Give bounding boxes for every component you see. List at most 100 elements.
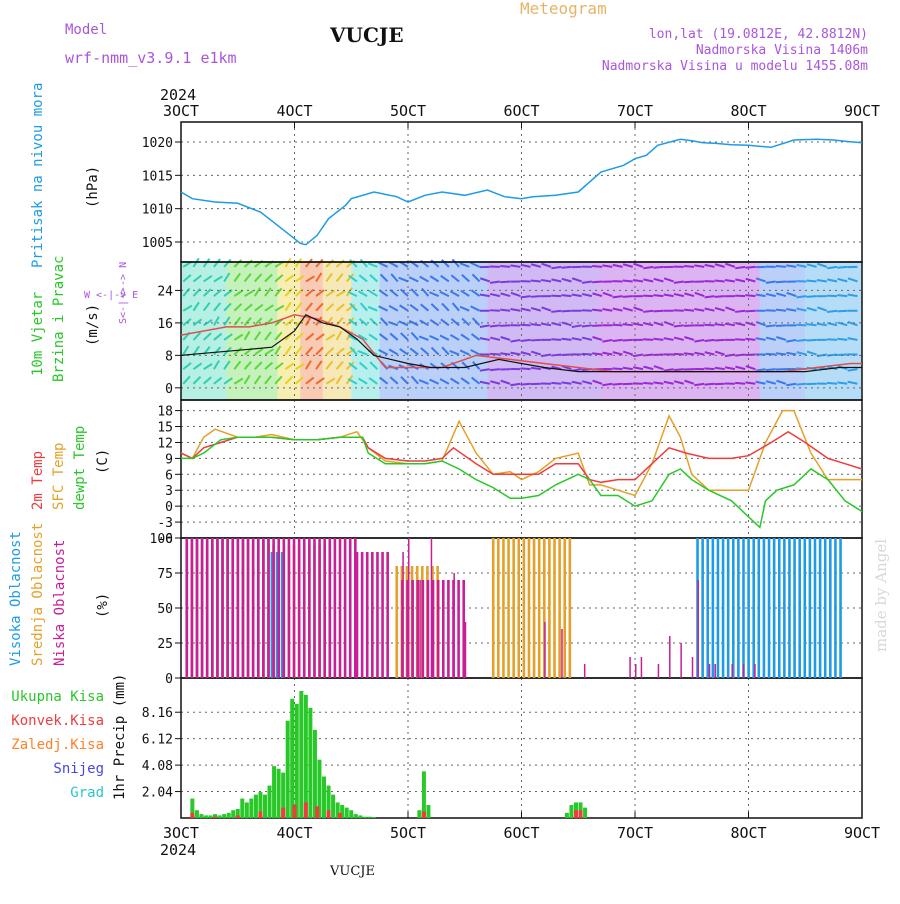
cloud-bar-high (737, 538, 740, 678)
model-label: Model (65, 22, 107, 38)
x-tick-label-bottom: 7OCT (617, 824, 653, 842)
cloud-bar-low (298, 538, 301, 678)
cloud-bar-mid (553, 538, 556, 678)
cloud-bar-low (257, 538, 260, 678)
cloud-bar-high (834, 538, 837, 678)
cloud-bar-high (773, 538, 776, 678)
cloud-bar-low (283, 538, 286, 678)
cloud-bar-low (361, 552, 364, 678)
cloud-bar-low (262, 538, 265, 678)
wind-arrow (551, 311, 561, 312)
y-tick-label: 18 (157, 405, 173, 420)
x-tick-label-top: 6OCT (503, 102, 539, 120)
cloud-bar-low (191, 538, 194, 678)
wind-arrow (796, 325, 806, 326)
wind-arrow (837, 267, 847, 268)
wind-arrow (715, 368, 725, 369)
y-tick-label: 4.08 (142, 759, 173, 774)
wind-arrow (766, 281, 776, 282)
precip-legend-snow: Snijeg (53, 761, 104, 777)
cloud-bar-low (416, 580, 419, 678)
cloud-bar-high (824, 538, 827, 678)
precip-bar-total (268, 786, 272, 818)
wind-arrow (500, 353, 510, 354)
wind-arrow (531, 368, 541, 369)
wind-arrow (562, 382, 572, 383)
series-sfc (181, 411, 862, 496)
wind-arrow (653, 311, 663, 312)
cloud-bar-low (422, 580, 425, 678)
precip-bar-total (263, 795, 267, 818)
precip-bar-total (322, 777, 326, 818)
cloud-bar-low (231, 538, 234, 678)
precip-bar-total (345, 808, 349, 818)
x-tick-label-bottom: 4OCT (276, 824, 312, 842)
lonlat-text: lon,lat (19.0812E, 42.8812N) (649, 27, 868, 42)
temp-units: (C) (95, 449, 111, 474)
cloud-spike (680, 643, 682, 678)
cloud-bar-mid (517, 538, 520, 678)
precip-bar-total (372, 817, 376, 818)
temp-title-b: SFC Temp (51, 443, 67, 510)
wind-arrow (623, 368, 633, 369)
y-tick-label: 1010 (142, 203, 173, 218)
wind-arrow (827, 311, 837, 312)
cloud-bar-low (242, 538, 245, 678)
x-tick-label-bottom: 3OCT (163, 824, 199, 842)
precip-bar-total (290, 699, 294, 818)
wind-arrow (705, 340, 715, 341)
cloud-bar-high (758, 538, 761, 678)
wind-units: (m/s) (85, 304, 101, 346)
precip-bar-total (308, 708, 312, 818)
y-tick-label: -3 (157, 516, 173, 531)
cloud-bar-high (727, 538, 730, 678)
wind-arrow (531, 324, 541, 325)
cloud-spike (692, 657, 694, 678)
wind-arrow (766, 354, 776, 355)
cloud-bar-high (839, 538, 842, 678)
wind-arrow (561, 311, 571, 312)
precip-bar-total (195, 810, 199, 818)
wind-arrow (684, 281, 694, 282)
cloud-bar-high (763, 538, 766, 678)
cloud-bar-low (303, 538, 306, 678)
precip-bar-total (231, 810, 235, 818)
wind-arrow (531, 296, 541, 297)
precip-bar-total (249, 799, 253, 818)
precip-bar-conv (574, 810, 578, 818)
precip-bar-total (417, 810, 421, 818)
y-tick-label: 0 (165, 500, 173, 515)
cloud-bar-low (349, 538, 352, 678)
cloud-spike (465, 622, 467, 678)
y-tick-label: 100 (150, 532, 173, 547)
wind-arrow (766, 369, 776, 370)
cloud-bar-low (366, 552, 369, 678)
wind-arrow (827, 339, 837, 340)
wind-arrow (551, 339, 561, 340)
y-tick-label: 2.04 (142, 786, 173, 801)
cloud-bar-low (201, 538, 204, 678)
wind-arrow (592, 266, 602, 267)
wind-arrow (735, 383, 745, 384)
precip-units: 1hr Precip (mm) (112, 674, 128, 800)
y-tick-label: 6.12 (142, 733, 173, 748)
precip-legend-conv: Konvek.Kisa (11, 713, 104, 729)
wind-arrow (796, 296, 806, 297)
wind-arrow (837, 382, 847, 383)
cloud-bar-low (247, 538, 250, 678)
cloud-bar-low (221, 538, 224, 678)
cloud-spike (419, 580, 421, 678)
wind-arrow (807, 324, 817, 325)
wind-arrow (807, 281, 817, 282)
model-name: wrf-nmm_v3.9.1 e1km (65, 49, 237, 67)
watermark: made by Angel (872, 539, 890, 652)
cloud-bar-low (344, 538, 347, 678)
wind-arrow (500, 325, 510, 326)
x-tick-label-top: 9OCT (844, 102, 880, 120)
panel-frame (181, 122, 862, 262)
wind-arrow (745, 382, 755, 383)
precip-bar-conv (236, 815, 240, 818)
cloud-bar-low (339, 538, 342, 678)
panel-4: 2.044.086.128.16 (142, 678, 862, 818)
wind-arrow (776, 266, 786, 267)
